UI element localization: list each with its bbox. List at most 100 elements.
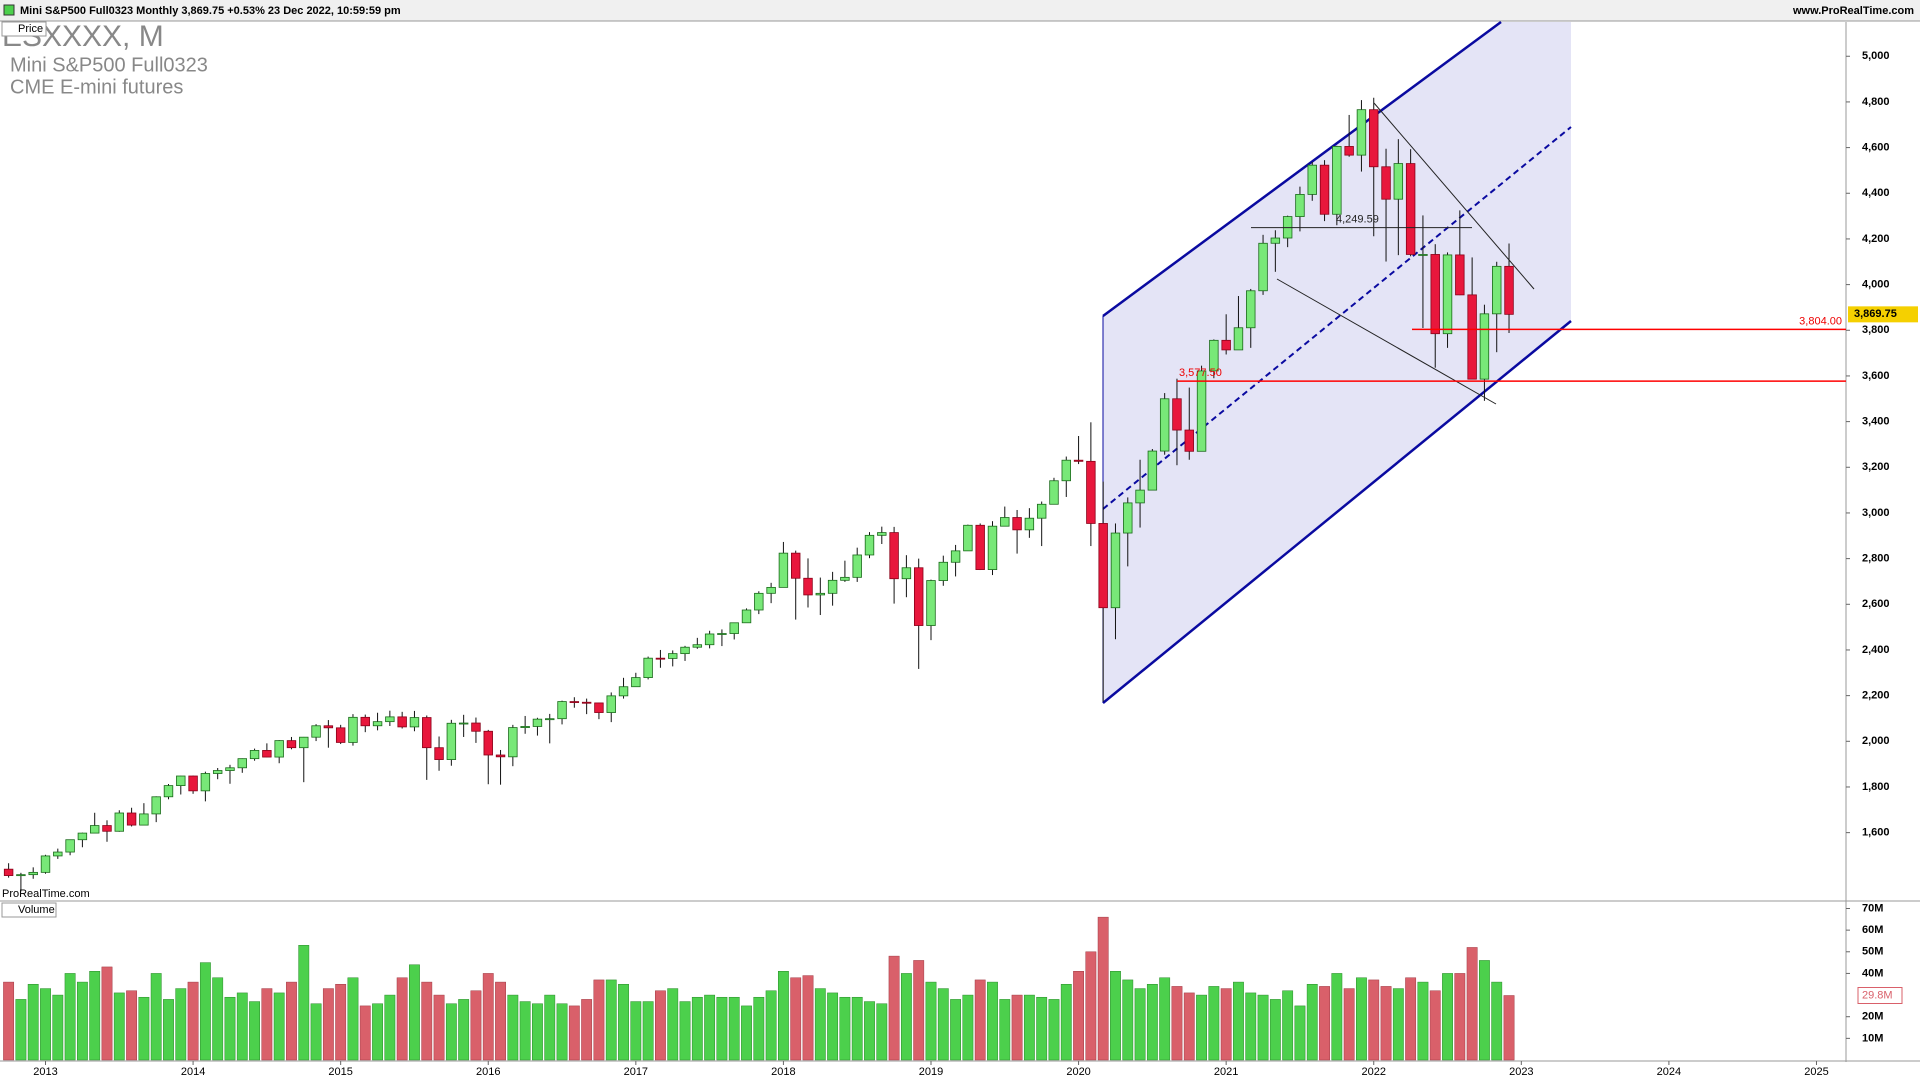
candle-body <box>1061 459 1071 482</box>
volume-bar <box>1085 951 1097 1061</box>
y-tick-label: 3,800 <box>1862 324 1890 336</box>
candle-body <box>422 717 432 749</box>
volume-bar <box>753 996 765 1061</box>
volume-bar <box>913 960 925 1061</box>
candle-body <box>717 633 727 635</box>
x-tick-label: 2018 <box>771 1066 795 1078</box>
channel-bottom <box>1102 320 1572 704</box>
candle-body <box>1147 450 1158 491</box>
candle-body <box>458 722 469 725</box>
x-tick-label: 2020 <box>1066 1066 1090 1078</box>
y-tick-label: 2,800 <box>1862 553 1890 565</box>
volume-bar <box>495 981 506 1061</box>
candle-body <box>65 839 75 853</box>
x-tick-label: 2021 <box>1214 1066 1238 1078</box>
candle-body <box>151 796 161 815</box>
candle-body <box>335 727 346 743</box>
candle-body <box>950 550 961 563</box>
candle-body <box>926 580 936 626</box>
candle-body <box>1393 163 1404 200</box>
volume-bar <box>1183 992 1195 1061</box>
channel-fill <box>1103 22 1571 703</box>
volume-bar <box>273 992 285 1061</box>
candle-body <box>176 775 186 786</box>
volume-bar <box>827 992 839 1061</box>
candle-body <box>1369 109 1379 168</box>
level-label: 3,804.00 <box>1799 315 1842 327</box>
volume-bar <box>15 999 27 1061</box>
y-tick-label: 2,000 <box>1862 735 1890 747</box>
volume-bar <box>1233 981 1244 1061</box>
volume-bar <box>950 999 962 1061</box>
candle-body <box>1073 459 1084 462</box>
volume-bar <box>987 981 998 1061</box>
volume-bar <box>1392 988 1404 1061</box>
candle-body <box>102 825 112 832</box>
volume-bar <box>1134 988 1146 1061</box>
last-price-label: 3,869.75 <box>1854 308 1897 320</box>
y-tick-label: 40M <box>1862 967 1883 979</box>
candle-body <box>680 646 690 655</box>
last-volume-label: 29.8M <box>1862 989 1893 1001</box>
volume-bar <box>593 979 605 1061</box>
volume-bar <box>1122 979 1134 1061</box>
volume-bar <box>581 999 593 1061</box>
volume-bar <box>1319 986 1330 1061</box>
volume-bar <box>359 1005 371 1061</box>
candle-body <box>827 579 838 594</box>
panel-tag <box>1 21 47 37</box>
volume-bar <box>286 981 297 1061</box>
volume-bar <box>1257 994 1269 1061</box>
candle-body <box>877 532 887 536</box>
candle-body <box>1000 517 1010 527</box>
last-price-box <box>1848 306 1918 323</box>
x-tick-label: 2013 <box>33 1066 57 1078</box>
candle-body <box>360 716 370 727</box>
candle-body <box>581 701 592 704</box>
volume-bar <box>765 990 777 1061</box>
volume-bar <box>150 973 162 1061</box>
candle-body <box>1504 265 1514 315</box>
volume-bar <box>1245 992 1257 1061</box>
volume-bar <box>1405 977 1417 1061</box>
candle-body <box>483 730 493 756</box>
y-tick-label: 3,200 <box>1862 461 1890 473</box>
y-tick-label: 1,800 <box>1862 781 1890 793</box>
candle-body <box>262 750 272 758</box>
volume-bar <box>138 996 150 1061</box>
candle-body <box>741 609 752 624</box>
candle-body <box>1135 489 1145 504</box>
volume-bar <box>556 1003 568 1061</box>
candle-body <box>840 576 850 581</box>
candle-body <box>163 785 174 798</box>
volume-bar <box>1196 994 1207 1061</box>
volume-bar <box>974 979 986 1061</box>
x-tick-label: 2016 <box>476 1066 500 1078</box>
x-tick-label: 2022 <box>1361 1066 1385 1078</box>
volume-bar <box>1417 981 1429 1061</box>
volume-bar <box>568 1005 580 1061</box>
candle-body <box>311 725 321 738</box>
candle-body <box>1246 290 1256 329</box>
volume-bar <box>224 996 236 1061</box>
volume-bar <box>519 1001 531 1061</box>
candle-body <box>1036 503 1047 519</box>
candle-body <box>729 622 739 634</box>
volume-bar <box>1429 990 1441 1061</box>
header-bar <box>0 0 1920 21</box>
candle-body <box>1332 146 1342 215</box>
volume-bar <box>728 996 740 1061</box>
candle-body <box>16 874 26 877</box>
candle-body <box>704 633 715 646</box>
candle-body <box>1159 398 1170 452</box>
candle-body <box>89 825 100 834</box>
candle-body <box>28 871 38 876</box>
watermark: ProRealTime.com <box>2 888 90 900</box>
volume-bar <box>101 966 113 1061</box>
candle-body <box>889 532 899 580</box>
y-tick-label: 4,000 <box>1862 279 1890 291</box>
candle-body <box>938 561 948 581</box>
volume-bar <box>1110 971 1121 1061</box>
volume-bar <box>372 1003 383 1061</box>
header-title: Mini S&P500 Full0323 Monthly 3,869.75 +0… <box>20 5 401 17</box>
